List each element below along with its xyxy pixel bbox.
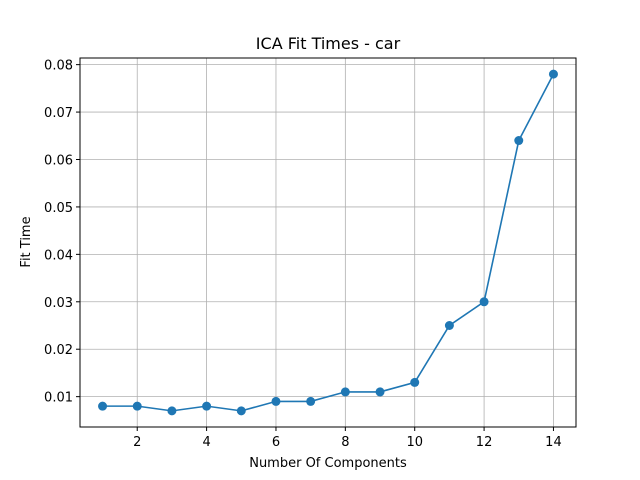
y-tick-label: 0.03 <box>44 296 73 311</box>
data-point <box>340 387 350 397</box>
y-tick-label: 0.06 <box>44 153 73 168</box>
data-point <box>375 387 385 397</box>
data-points <box>98 69 558 416</box>
y-tick-label: 0.02 <box>44 343 73 358</box>
plot-frame <box>79 57 577 428</box>
x-tick-label: 6 <box>272 435 280 450</box>
grid-lines <box>80 58 576 427</box>
data-point <box>548 69 558 79</box>
x-axis-label: Number Of Components <box>249 456 407 471</box>
x-tick-label: 4 <box>202 435 210 450</box>
data-point <box>98 401 108 411</box>
x-tick-label: 12 <box>476 435 493 450</box>
data-point <box>444 321 454 331</box>
y-axis-label: Fit Time <box>19 216 34 267</box>
series-line <box>102 73 555 412</box>
x-tick-label: 14 <box>545 435 562 450</box>
x-tick-label: 2 <box>133 435 141 450</box>
y-tick-label: 0.07 <box>44 106 73 121</box>
data-point <box>167 406 177 416</box>
y-axis-ticks: 0.01 0.02 0.03 0.04 0.05 0.06 0.07 0.08 <box>44 59 80 406</box>
y-tick-label: 0.08 <box>44 59 73 74</box>
y-tick-label: 0.04 <box>44 248 73 263</box>
chart-title: ICA Fit Times - car <box>256 34 401 53</box>
x-tick-label: 10 <box>406 435 423 450</box>
data-point <box>410 377 420 387</box>
data-point <box>132 401 142 411</box>
x-axis-ticks: 2 4 6 8 10 12 14 <box>133 427 562 450</box>
y-tick-label: 0.05 <box>44 201 73 216</box>
data-point <box>236 406 246 416</box>
x-tick-label: 8 <box>341 435 349 450</box>
data-point <box>514 136 524 146</box>
data-point <box>306 396 316 406</box>
data-point <box>202 401 212 411</box>
y-tick-label: 0.01 <box>44 391 73 406</box>
data-point <box>271 396 281 406</box>
data-point <box>479 297 489 307</box>
